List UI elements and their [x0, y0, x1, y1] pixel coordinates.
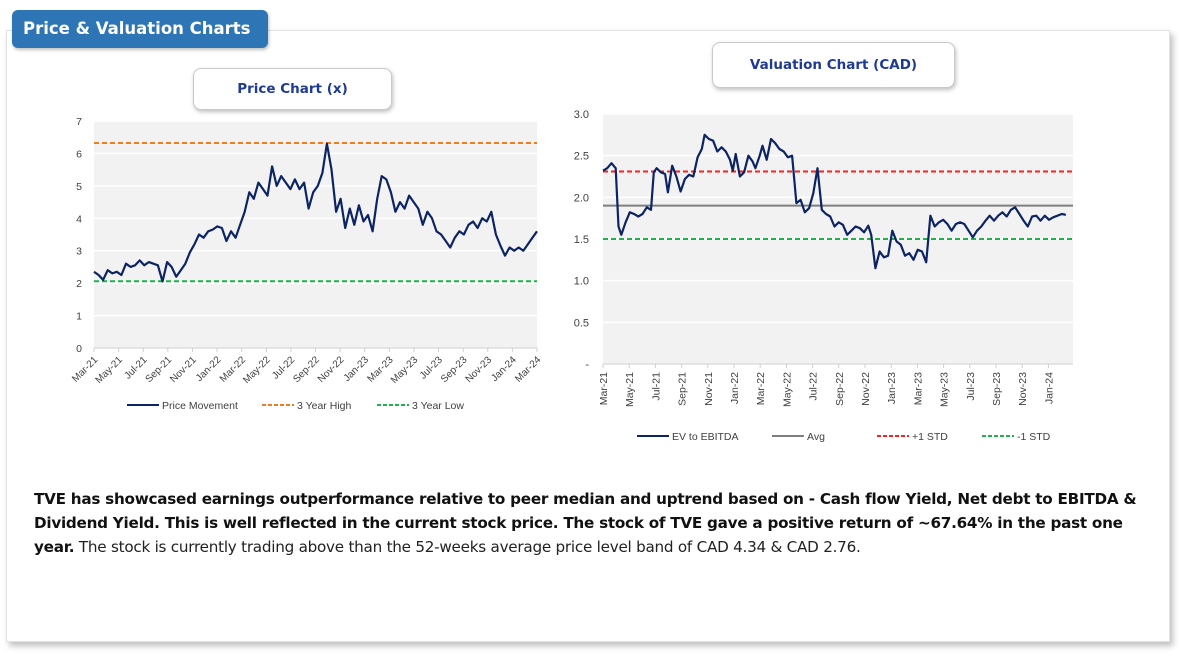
- legend-label: Price Movement: [162, 400, 238, 412]
- y-tick-label: 6: [76, 148, 82, 160]
- y-tick-label: 5: [76, 181, 82, 193]
- x-tick-label: May-22: [241, 354, 273, 386]
- x-tick-label: Nov-21: [168, 354, 199, 385]
- x-tick-label: Nov-23: [1017, 372, 1029, 406]
- x-tick-label: Mar-21: [598, 372, 610, 405]
- x-tick-label: Mar-24: [513, 354, 543, 384]
- series-line-ev-to-ebitda: [602, 133, 1067, 270]
- legend-label: 3 Year High: [297, 400, 351, 412]
- x-tick-label: Nov-22: [316, 354, 347, 385]
- summary-paragraph: TVE has showcased earnings outperformanc…: [34, 487, 1144, 559]
- x-tick-label: Jul-23: [965, 372, 977, 401]
- x-tick-label: May-23: [939, 372, 951, 407]
- series-line-price-movement: [93, 142, 538, 283]
- y-tick-label: 7: [76, 116, 82, 128]
- legend-label: Avg: [807, 431, 825, 443]
- x-tick-label: Mar-22: [755, 372, 767, 405]
- price-chart: 01234567Mar-21May-21Jul-21Sep-21Nov-21Ja…: [70, 116, 543, 412]
- y-tick-label: -: [585, 359, 589, 371]
- y-tick-label: 2.5: [574, 151, 589, 163]
- y-tick-label: 0: [76, 343, 82, 355]
- y-tick-label: 3: [76, 246, 82, 258]
- y-tick-label: 4: [76, 213, 82, 225]
- y-tick-label: 2.0: [574, 192, 589, 204]
- x-tick-label: Nov-21: [703, 372, 715, 406]
- plot-area: [94, 121, 537, 348]
- x-tick-label: Sep-23: [439, 354, 470, 385]
- x-tick-label: Jan-23: [886, 372, 898, 404]
- legend-label: 3 Year Low: [412, 400, 464, 412]
- x-tick-label: Sep-22: [834, 372, 846, 406]
- legend-label: -1 STD: [1017, 431, 1051, 443]
- summary-normal-text: The stock is currently trading above tha…: [74, 538, 861, 556]
- x-tick-label: May-23: [389, 354, 421, 386]
- y-tick-label: 3.0: [574, 109, 589, 121]
- x-tick-label: Sep-23: [991, 372, 1003, 406]
- legend-label: EV to EBITDA: [672, 431, 739, 443]
- x-tick-label: May-21: [94, 354, 126, 386]
- x-tick-label: Sep-22: [291, 354, 322, 385]
- x-tick-label: Mar-23: [912, 372, 924, 405]
- x-tick-label: Sep-21: [144, 354, 175, 385]
- legend-label: +1 STD: [912, 431, 948, 443]
- x-tick-label: Jan-22: [729, 372, 741, 404]
- x-tick-label: Sep-21: [677, 372, 689, 406]
- x-tick-label: Jul-21: [650, 372, 662, 401]
- valuation-chart: - 0.5 1.0 1.5 2.0 2.5 3.0 Mar-21 May-21 Jul-21 Sep…: [574, 109, 1073, 443]
- y-tick-label: 2: [76, 278, 82, 290]
- valuation-chart-title: Valuation Chart (CAD): [712, 42, 955, 88]
- x-tick-label: Jan-24: [1043, 372, 1055, 404]
- x-tick-label: May-21: [624, 372, 636, 407]
- y-tick-label: 0.5: [574, 317, 589, 329]
- y-tick-label: 1.5: [574, 234, 589, 246]
- x-tick-label: Jul-22: [808, 372, 820, 401]
- y-tick-label: 1.0: [574, 276, 589, 288]
- y-tick-label: 1: [76, 311, 82, 323]
- section-title: Price & Valuation Charts: [12, 10, 268, 48]
- x-tick-label: May-22: [781, 372, 793, 407]
- x-tick-label: Nov-23: [464, 354, 495, 385]
- summary-bold-text: TVE has showcased earnings outperformanc…: [34, 490, 1137, 556]
- x-tick-label: Nov-22: [860, 372, 872, 406]
- price-chart-title: Price Chart (x): [193, 68, 392, 110]
